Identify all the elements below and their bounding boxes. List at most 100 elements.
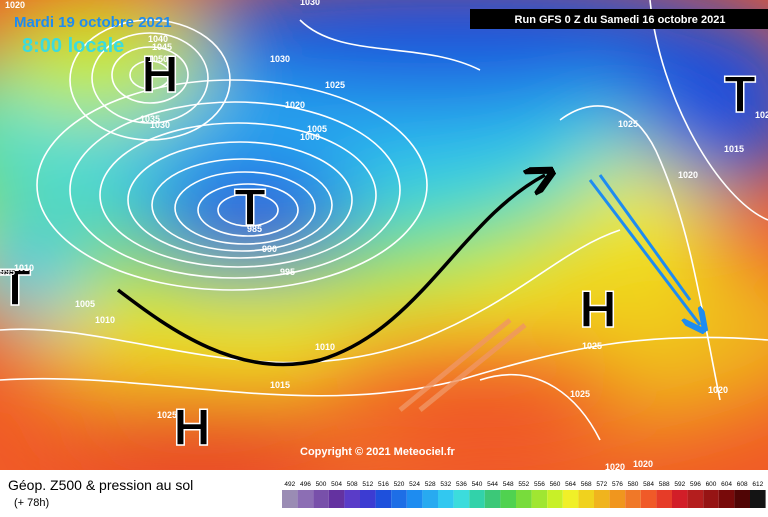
isobar-label: 1025 <box>582 341 602 351</box>
legend-swatch <box>297 490 314 508</box>
copyright: Copyright © 2021 Meteociel.fr <box>300 446 456 458</box>
legend-label: 540 <box>472 481 483 488</box>
legend-label: 560 <box>550 481 561 488</box>
legend-label: 532 <box>440 481 451 488</box>
date-label: Mardi 19 octobre 2021 <box>14 14 172 31</box>
pressure-center: H <box>579 281 617 339</box>
legend-swatch <box>656 490 672 508</box>
isobar-label: 1005 <box>75 299 95 309</box>
legend-label: 568 <box>581 481 592 488</box>
run-label: Run GFS 0 Z du Samedi 16 octobre 2021 <box>515 14 726 26</box>
isobar-label: 1015 <box>724 144 744 154</box>
isobar-label: 1015 <box>270 380 290 390</box>
legend-label: 516 <box>378 481 389 488</box>
legend-swatch <box>703 490 719 508</box>
legend-label: 584 <box>643 481 654 488</box>
isobar-label: 1040 <box>148 34 168 44</box>
legend-label: 580 <box>628 481 639 488</box>
isobar-label: 1025 <box>618 119 638 129</box>
pressure-center: T <box>234 179 266 237</box>
legend-swatch <box>313 490 329 508</box>
time-label: 8:00 locale <box>22 35 124 57</box>
legend-label: 536 <box>456 481 467 488</box>
isobar-label: 985 <box>247 224 262 234</box>
isobar-label: 1030 <box>150 120 170 130</box>
legend-label: 576 <box>612 481 623 488</box>
isobars <box>0 0 768 441</box>
legend-label: 548 <box>503 481 514 488</box>
isobar-label: 1005 <box>307 124 327 134</box>
isobar-label: 1050 <box>148 54 168 64</box>
legend-swatch <box>687 490 704 508</box>
footer-lead: (+ 78h) <box>14 497 49 509</box>
pressure-center: T <box>0 259 31 317</box>
isobar-label: 1025 <box>325 80 345 90</box>
legend-swatch <box>516 490 532 508</box>
legend-swatch <box>718 490 735 508</box>
legend-label: 512 <box>362 481 373 488</box>
legend-label: 552 <box>518 481 529 488</box>
legend-swatch <box>453 490 470 508</box>
legend-label: 612 <box>752 481 763 488</box>
legend-label: 564 <box>565 481 576 488</box>
legend-swatch <box>578 490 594 508</box>
isobar-label: 1025 <box>157 410 177 420</box>
legend-swatch <box>406 490 423 508</box>
isobar-label: 1035 <box>140 114 160 124</box>
legend-swatch <box>344 490 360 508</box>
legend-swatch <box>547 490 563 508</box>
legend-swatch <box>531 490 548 508</box>
warm-arrow <box>398 318 527 412</box>
isobar-label: 995 <box>280 267 295 277</box>
legend-swatch <box>594 490 610 508</box>
legend-swatch <box>484 490 501 508</box>
legend-swatch <box>500 490 516 508</box>
isobar-label: 1030 <box>270 54 290 64</box>
legend-swatch <box>734 490 750 508</box>
isobar-label: 1000 <box>300 132 320 142</box>
isobar-label: 1030 <box>300 0 320 7</box>
legend-swatch <box>672 490 688 508</box>
isobar-label: 995 <box>0 267 15 277</box>
legend-swatch <box>328 490 345 508</box>
legend-label: 508 <box>347 481 358 488</box>
legend-swatch <box>640 490 657 508</box>
legend-label: 500 <box>316 481 327 488</box>
legend-swatch <box>422 490 438 508</box>
field <box>0 0 768 470</box>
legend-swatch <box>438 490 454 508</box>
cold-arrow <box>588 179 700 325</box>
legend-swatch <box>625 490 641 508</box>
isobar-label: 1045 <box>152 42 172 52</box>
pressure-center: H <box>141 46 179 104</box>
run-box <box>470 9 768 29</box>
isobar-label: 1010 <box>315 342 335 352</box>
legend-label: 588 <box>659 481 670 488</box>
isobar-label: 1020 <box>633 459 653 469</box>
isobar-label: 1020 <box>708 385 728 395</box>
isobar-label: 1020 <box>755 110 768 120</box>
pressure-center: T <box>724 66 756 124</box>
legend-swatch <box>391 490 407 508</box>
legend-label: 556 <box>534 481 545 488</box>
footer-title: Géop. Z500 & pression au sol <box>8 477 193 493</box>
legend-label: 596 <box>690 481 701 488</box>
legend-label: 544 <box>487 481 498 488</box>
flow-arrow <box>116 175 545 367</box>
legend-swatch <box>609 490 626 508</box>
pressure-center: H <box>173 399 211 457</box>
legend-label: 592 <box>674 481 685 488</box>
legend-swatch <box>375 490 392 508</box>
isobar-label: 1020 <box>285 100 305 110</box>
isobar-label: 1020 <box>678 170 698 180</box>
isobar-label: 1025 <box>570 389 590 399</box>
legend-label: 528 <box>425 481 436 488</box>
legend-swatch <box>282 490 298 508</box>
legend-label: 608 <box>737 481 748 488</box>
legend-swatch <box>750 490 766 508</box>
legend-swatch <box>360 490 376 508</box>
legend-label: 520 <box>394 481 405 488</box>
legend-label: 600 <box>706 481 717 488</box>
